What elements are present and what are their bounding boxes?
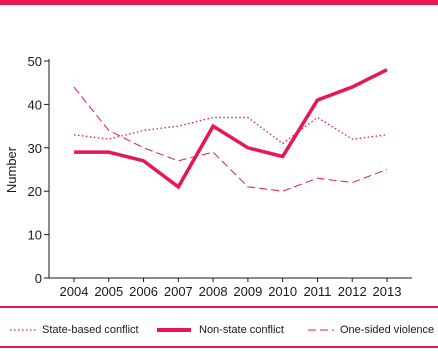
y-tick-label: 0 (35, 271, 42, 286)
divider-line (0, 346, 438, 348)
x-tick-label: 2010 (268, 284, 297, 299)
y-tick-label: 50 (28, 54, 42, 69)
x-tick-label: 2013 (373, 284, 402, 299)
y-axis-label: Number (4, 146, 19, 193)
series-line-one-sided-violence (73, 86, 388, 192)
y-tick-label: 30 (28, 141, 42, 156)
legend-label: Non-state conflict (199, 324, 284, 336)
y-axis: 0 10 20 30 40 50 (28, 54, 50, 286)
y-tick-label: 20 (28, 184, 42, 199)
x-tick-label: 2005 (94, 284, 123, 299)
dotted-line-swatch (10, 329, 36, 331)
y-tick-label: 10 (28, 228, 42, 243)
x-tick-label: 2011 (303, 284, 331, 299)
series-line-state-based-conflict (73, 116, 388, 145)
solid-line-swatch (157, 328, 191, 332)
x-tick-label: 2007 (164, 284, 193, 299)
dashed-line-swatch (308, 329, 334, 331)
legend-item-one-sided: One-sided violence (308, 318, 434, 342)
series-lines (73, 68, 388, 192)
x-tick-label: 2006 (129, 284, 158, 299)
legend-item-non-state: Non-state conflict (157, 318, 284, 342)
legend-label: One-sided violence (340, 324, 435, 336)
divider-line (0, 306, 438, 308)
legend: State-based conflict Non-state conflict … (0, 318, 438, 342)
x-tick-label: 2004 (60, 284, 89, 299)
x-axis: 2004 2005 2006 2007 2008 2009 2010 2011 2012 2013 (49, 277, 412, 299)
series-line-non-state-conflict (74, 68, 388, 190)
x-tick-label: 2008 (199, 284, 228, 299)
legend-label: State-based conflict (42, 324, 139, 336)
x-tick-label: 2012 (338, 284, 367, 299)
y-tick-label: 40 (28, 97, 42, 112)
top-accent-bar (0, 0, 438, 5)
x-tick-label: 2009 (233, 284, 262, 299)
legend-item-state-based: State-based conflict (10, 318, 139, 342)
